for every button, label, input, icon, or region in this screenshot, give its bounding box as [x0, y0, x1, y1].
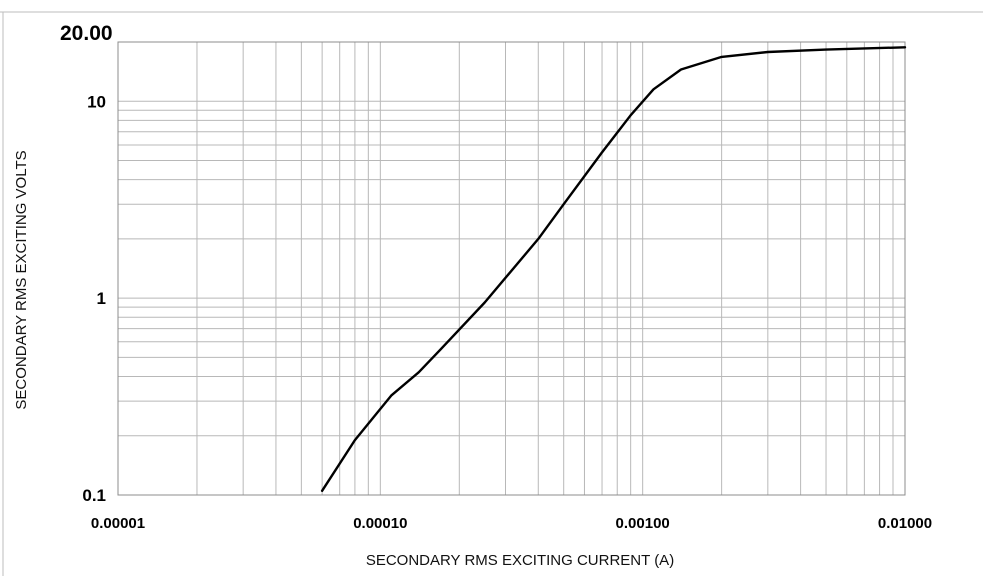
y-axis-ticks: 0.1 1 10 20.00 — [60, 22, 113, 505]
y-tick-label: 20.00 — [60, 22, 113, 45]
x-axis-ticks: 0.00001 0.00010 0.00100 0.01000 — [91, 515, 932, 532]
x-tick-label: 0.00010 — [353, 515, 407, 532]
series-layer — [320, 46, 907, 492]
x-tick-label: 0.00001 — [91, 515, 145, 532]
grid — [117, 41, 905, 496]
series-line-1 — [320, 46, 907, 492]
x-axis-title: SECONDARY RMS EXCITING CURRENT (A) — [366, 552, 674, 569]
x-tick-label: 0.00100 — [616, 515, 670, 532]
y-axis-title: SECONDARY RMS EXCITING VOLTS — [13, 150, 30, 409]
x-tick-label: 0.01000 — [878, 515, 932, 532]
y-tick-label: 0.1 — [82, 486, 106, 505]
y-tick-label: 1 — [97, 289, 106, 308]
y-tick-label: 10 — [87, 92, 106, 111]
plot-area — [117, 41, 906, 496]
